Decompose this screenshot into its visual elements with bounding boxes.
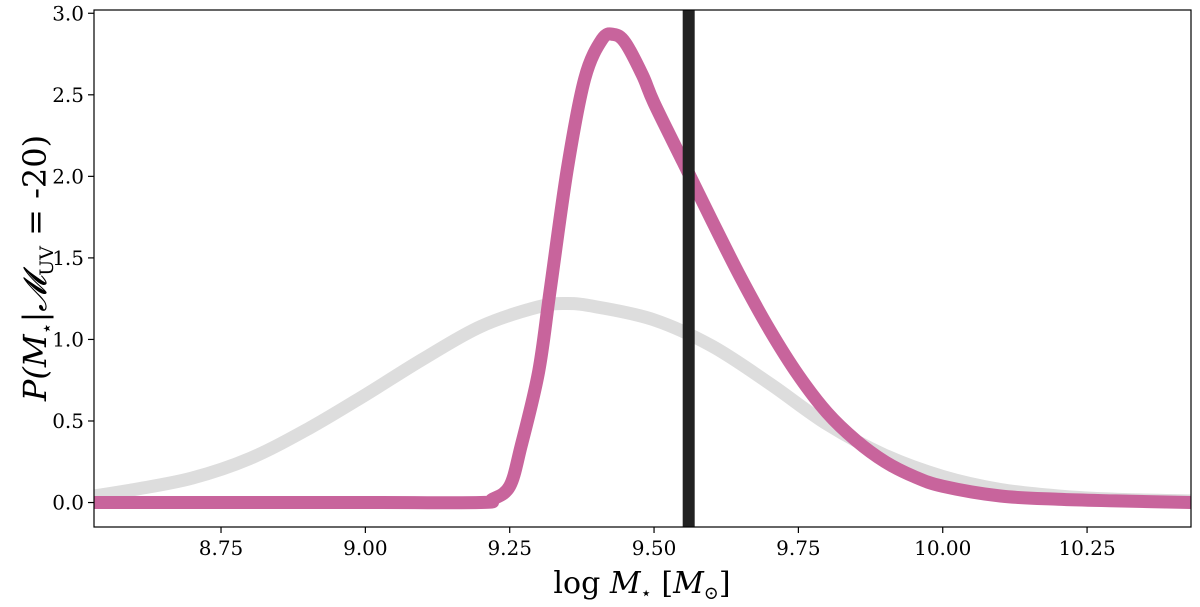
x-axis-title: log M⋆ [M⊙] (553, 566, 730, 604)
vertical-marker-layer (682, 10, 695, 527)
series-line-2 (94, 27, 1191, 510)
x-tick-label: 9.75 (776, 536, 821, 560)
y-tick-label: 2.5 (52, 83, 84, 107)
x-tick-label: 9.00 (343, 536, 388, 560)
series-line-1 (94, 297, 1191, 508)
plot-frame (93, 9, 1192, 528)
y-tick-label: 1.0 (52, 327, 84, 351)
x-tick-label: 9.25 (487, 536, 532, 560)
vertical-marker-line (682, 10, 695, 527)
x-tick-label: 9.50 (632, 536, 677, 560)
x-axis-ticks: 8.75 9.00 9.25 9.50 9.75 10.00 10.25 (199, 527, 1116, 560)
y-tick-label: 2.0 (52, 164, 84, 188)
y-tick-label: 0.0 (52, 491, 84, 515)
x-tick-label: 10.25 (1058, 536, 1115, 560)
y-tick-label: 1.5 (52, 246, 84, 270)
series-layer (94, 27, 1191, 510)
y-tick-label: 0.5 (52, 409, 84, 433)
y-axis-title: P(M⋆|𝓜UV = -20) (16, 135, 58, 402)
x-tick-label: 10.00 (914, 536, 971, 560)
x-tick-label: 8.75 (199, 536, 244, 560)
y-tick-label: 3.0 (52, 1, 84, 25)
y-axis-ticks: 0.0 0.5 1.0 1.5 2.0 2.5 3.0 (52, 1, 94, 515)
